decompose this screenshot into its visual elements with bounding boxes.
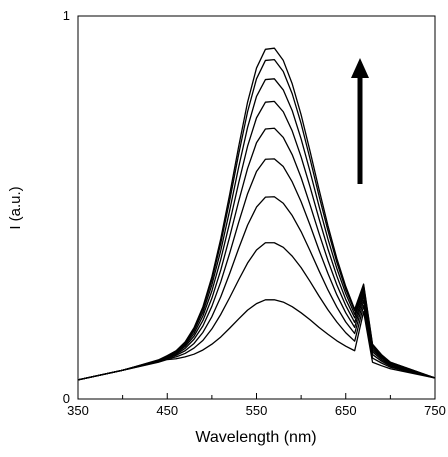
spectrum-line: [77, 242, 436, 381]
x-tick-label: 650: [335, 403, 357, 418]
x-tick-label: 750: [424, 403, 446, 418]
spectrum-line: [77, 78, 436, 381]
y-axis-label: I (a.u.): [7, 186, 24, 229]
spectrum-line: [77, 59, 436, 381]
spectrum-line: [77, 299, 436, 381]
spectrum-line: [77, 158, 436, 381]
y-tick-label: 1: [63, 8, 70, 23]
x-axis-label: Wavelength (nm): [195, 429, 316, 446]
x-tick-label: 450: [156, 403, 178, 418]
spectrum-line: [77, 196, 436, 381]
spectrum-line: [77, 100, 436, 381]
spectrum-line: [77, 127, 436, 381]
y-tick-label: 0: [63, 391, 70, 406]
x-tick-label: 350: [67, 403, 89, 418]
arrow: [351, 58, 369, 184]
spectrum-line: [77, 47, 436, 381]
x-tick-label: 550: [246, 403, 268, 418]
